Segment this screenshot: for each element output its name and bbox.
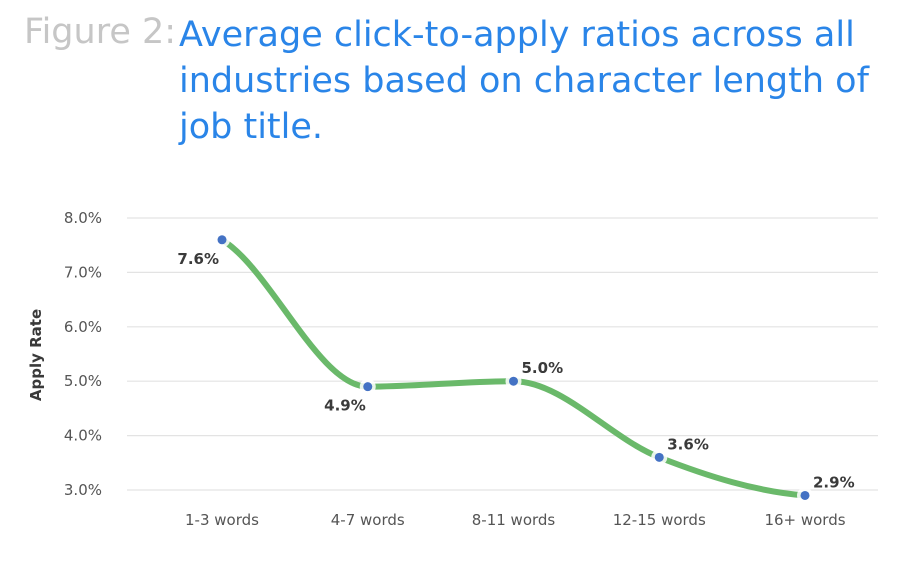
data-point [217,235,227,245]
figure-label: Figure 2: [24,12,177,52]
data-points [214,231,813,504]
figure-title: Average click-to-apply ratios across all… [179,15,869,147]
x-tick-label: 16+ words [764,511,845,529]
y-tick-label: 7.0% [64,263,102,281]
y-tick-label: 5.0% [64,372,102,390]
x-tick-label: 4-7 words [331,511,405,529]
y-tick-label: 3.0% [64,481,102,499]
data-point [363,382,373,392]
data-label: 7.6% [177,250,219,268]
data-labels: 7.6% 4.9% 5.0% 3.6% 2.9% [177,250,854,492]
data-label: 2.9% [813,473,855,491]
y-axis-title: Apply Rate [27,309,45,401]
x-tick-label: 1-3 words [185,511,259,529]
data-label: 5.0% [522,359,564,377]
y-axis-ticks: 3.0% 4.0% 5.0% 6.0% 7.0% 8.0% [64,209,102,499]
x-tick-label: 8-11 words [472,511,556,529]
data-label: 3.6% [667,435,709,453]
series-line [219,236,808,499]
x-tick-label: 12-15 words [613,511,706,529]
y-tick-label: 8.0% [64,209,102,227]
x-axis-ticks: 1-3 words 4-7 words 8-11 words 12-15 words 1… [185,511,846,529]
gridlines [127,217,878,491]
y-tick-label: 6.0% [64,318,102,336]
data-point [509,376,518,386]
y-tick-label: 4.0% [64,427,102,445]
data-label: 4.9% [324,397,366,415]
data-point [800,490,810,500]
data-point [654,452,664,462]
